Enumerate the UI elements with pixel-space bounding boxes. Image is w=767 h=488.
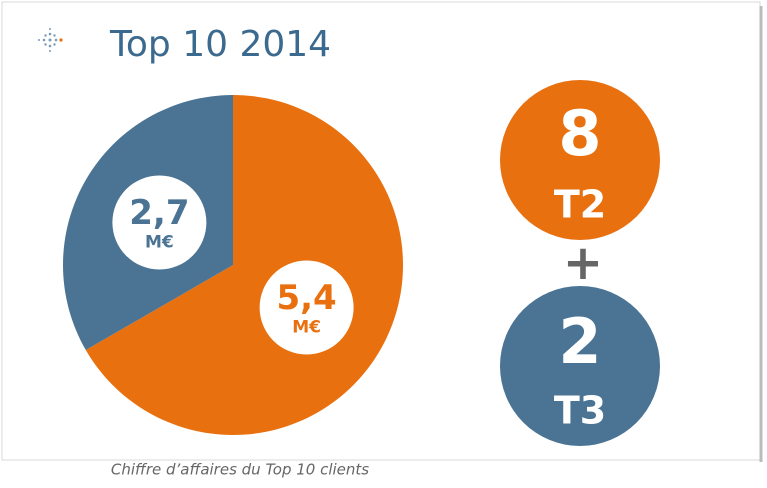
count-label: T3	[554, 389, 606, 433]
label-circle	[259, 260, 354, 355]
value-label: 2,7	[129, 193, 189, 233]
title: Top 10 2014	[109, 24, 331, 65]
label-circle	[112, 175, 207, 270]
value-label: 5,4	[276, 278, 336, 318]
count-value: 2	[558, 305, 601, 378]
unit-label: M€	[292, 318, 321, 338]
caption: Chiffre d’affaires du Top 10 clients	[111, 461, 369, 479]
icon	[38, 28, 63, 52]
count-value: 8	[558, 97, 601, 170]
unit-label: M€	[145, 233, 174, 253]
count-circle	[500, 286, 660, 446]
operator: +	[563, 235, 603, 291]
count-circle	[500, 80, 660, 240]
count-label: T2	[554, 183, 606, 227]
pie: 5,4M€2,7M€	[63, 95, 403, 435]
